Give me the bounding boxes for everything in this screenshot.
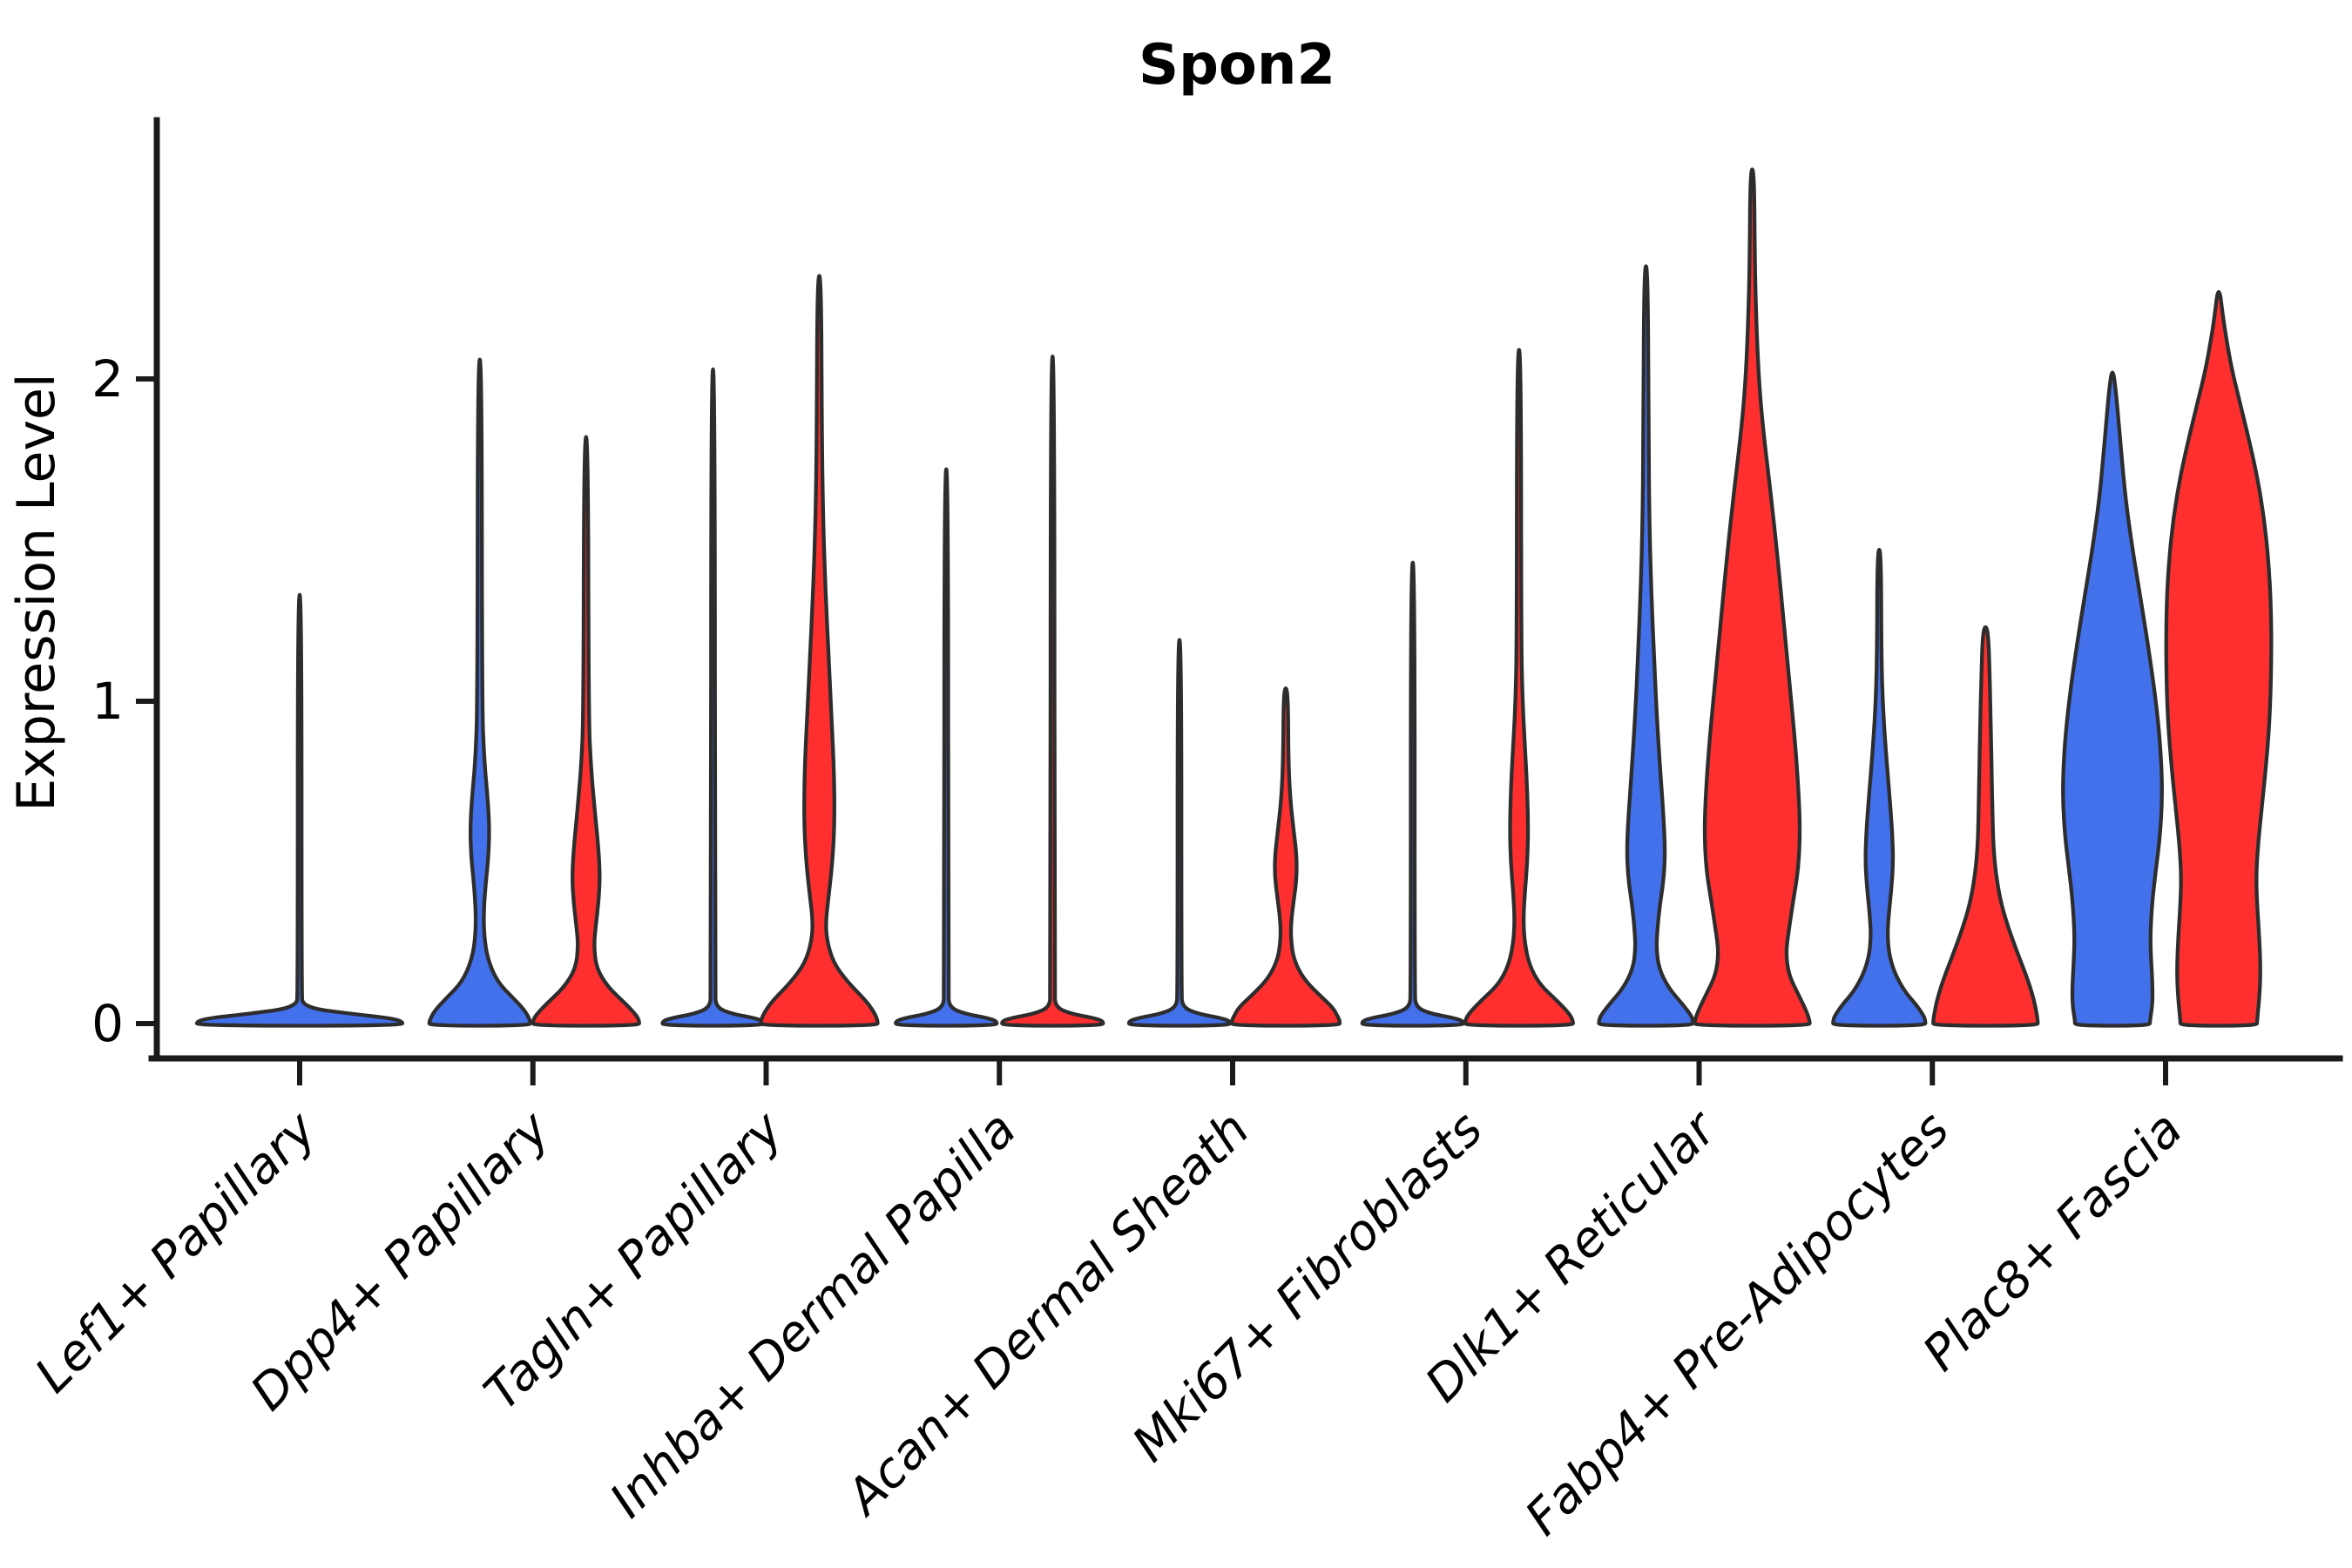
violin-blue-fabp4-pre-adipocytes — [1831, 547, 1928, 1028]
violin-blue-inhba-dermal-papilla — [894, 467, 999, 1028]
x-tick-label-inhba-dermal-papilla: Inhba+ Dermal Papilla — [599, 1101, 1027, 1529]
violin-red-dlk1-reticular — [1693, 167, 1812, 1028]
violin-blue-lef1-papillary — [194, 592, 405, 1028]
violin-red-acan-dermal-sheath — [1229, 686, 1342, 1028]
violin-blue-acan-dermal-sheath — [1126, 638, 1233, 1028]
violin-red-plac8-fascia — [2164, 289, 2274, 1028]
violin-blue-plac8-fascia — [2061, 370, 2164, 1028]
y-axis-label: Expression Level — [6, 373, 67, 811]
y-tick-label: 0 — [91, 994, 124, 1053]
x-tick-label-acan-dermal-sheath: Acan+ Dermal Sheath — [835, 1101, 1260, 1527]
violin-blue-dpp4-papillary — [427, 357, 532, 1028]
violin-red-fabp4-pre-adipocytes — [1931, 625, 2040, 1028]
violin-blue-tagln-papillary — [660, 367, 766, 1028]
y-tick-label: 1 — [91, 672, 124, 731]
violin-blue-mki67-fibroblasts — [1360, 560, 1465, 1028]
violin-blue-dlk1-reticular — [1597, 264, 1695, 1028]
y-tick-label: 2 — [91, 349, 124, 409]
violin-red-tagln-papillary — [759, 274, 880, 1028]
violins-layer — [194, 167, 2274, 1028]
violin-red-dpp4-papillary — [531, 435, 641, 1028]
violin-red-mki67-fibroblasts — [1463, 348, 1575, 1028]
violin-red-inhba-dermal-papilla — [1000, 354, 1105, 1028]
plot-title: Spon2 — [1139, 33, 1335, 98]
x-tick-label-fabp4-pre-adipocytes: Fabp4+ Pre-Adipocytes — [1515, 1101, 1960, 1546]
